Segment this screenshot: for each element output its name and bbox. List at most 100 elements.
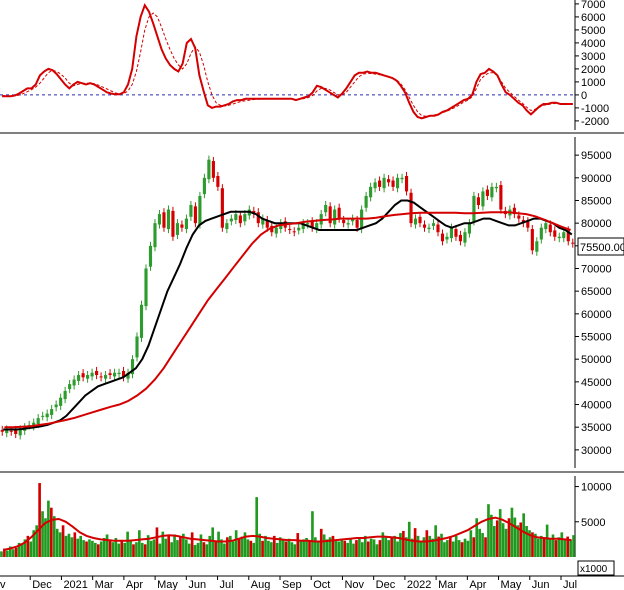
volume-bar [378, 540, 382, 557]
volume-bar [501, 523, 505, 557]
volume-bar [73, 532, 77, 557]
volume-bar [55, 528, 59, 557]
volume-bar [454, 535, 458, 557]
volume-bar [161, 531, 165, 557]
volume-bar [387, 540, 391, 557]
candle-body [77, 375, 81, 381]
volume-bar [214, 540, 217, 557]
volume-bar [402, 530, 405, 557]
volume-bar [510, 507, 514, 557]
volume-bar [311, 511, 314, 557]
volume-bar [308, 540, 311, 557]
volume-bar [448, 536, 452, 557]
x-tick-label: Mar [95, 579, 114, 590]
volume-bar [504, 528, 508, 557]
candle-body [54, 404, 58, 408]
volume-bar [569, 540, 572, 557]
volume-bar [79, 535, 82, 557]
volume-bar [537, 538, 540, 557]
oscillator-y-tick-label: 5000 [581, 25, 605, 37]
volume-bar [560, 532, 564, 557]
candle-body [59, 397, 63, 406]
x-tick-label: May [501, 579, 522, 590]
candle-body [535, 241, 539, 252]
oscillator-y-tick-label: 2000 [581, 64, 605, 76]
candle-body [310, 221, 314, 228]
volume-bar [481, 533, 484, 557]
candle-body [117, 372, 121, 375]
x-tick-label: Jun [532, 579, 550, 590]
volume-bar [129, 540, 132, 557]
candle-body [243, 214, 247, 222]
candle-body [467, 223, 472, 234]
volume-bar [484, 537, 487, 557]
candle-body [557, 236, 561, 239]
volume-bar [299, 540, 303, 557]
volume-bar [240, 536, 244, 557]
volume-bar [493, 526, 496, 557]
volume-bar [41, 511, 44, 557]
candle-body [472, 195, 476, 222]
candle-body [81, 373, 85, 378]
candle-body [512, 207, 516, 215]
oscillator-y-tick-label: 7000 [581, 0, 605, 11]
volume-bar [135, 542, 138, 557]
candle-body [153, 223, 157, 248]
volume-bar [457, 540, 461, 557]
candle-body [32, 422, 36, 427]
candle-body [14, 429, 18, 434]
candle-body [337, 207, 341, 219]
volume-bar [440, 533, 443, 557]
candle-body [301, 223, 305, 230]
x-tick-label: 2021 [63, 579, 87, 590]
volume-ma-vol_ma [3, 516, 572, 551]
volume-bar [302, 539, 305, 557]
volume-bar [369, 538, 373, 557]
candle-body [436, 224, 440, 233]
volume-bar [179, 536, 182, 557]
last-price-marker: 75500.00 [577, 237, 624, 256]
candle-body [0, 429, 4, 432]
volume-bar [275, 542, 279, 557]
volume-bar [255, 497, 259, 557]
volume-bar [472, 537, 476, 557]
volume-bar [44, 518, 47, 557]
price-y-tick-label: 80000 [581, 218, 612, 230]
candle-body [346, 223, 350, 225]
volume-bar [422, 537, 426, 557]
candle-body [553, 230, 557, 237]
volume-y-tick-label: 5000 [581, 517, 605, 529]
candle-body [68, 384, 72, 390]
volume-bar [32, 530, 36, 557]
volume-bar [17, 542, 21, 557]
volume-bar [26, 535, 30, 557]
candle-body [103, 375, 108, 379]
candle-body [490, 186, 494, 198]
candle-body [180, 224, 184, 228]
volume-bar [466, 540, 470, 557]
volume-bar [111, 542, 115, 557]
volume-bar [91, 540, 94, 557]
volume-bar [563, 538, 567, 557]
volume-bar [572, 535, 575, 557]
volume-bar [437, 536, 440, 557]
volume-bar [531, 532, 534, 557]
candle-body [409, 192, 413, 224]
candle-body [445, 236, 449, 240]
volume-bar [228, 535, 232, 557]
volume-bar [349, 538, 352, 557]
volume-bar [396, 541, 399, 557]
volume-bar [249, 540, 253, 557]
candle-body [449, 227, 454, 239]
candle-body [530, 229, 534, 251]
last-price-box [577, 237, 624, 256]
x-tick-label: Nov [344, 579, 364, 590]
volume-bar [167, 535, 171, 557]
candle-body [382, 177, 386, 189]
volume-bar [146, 535, 150, 557]
volume-bar [202, 542, 206, 557]
candle-body [476, 197, 480, 206]
price-y-tick-label: 35000 [581, 422, 612, 434]
